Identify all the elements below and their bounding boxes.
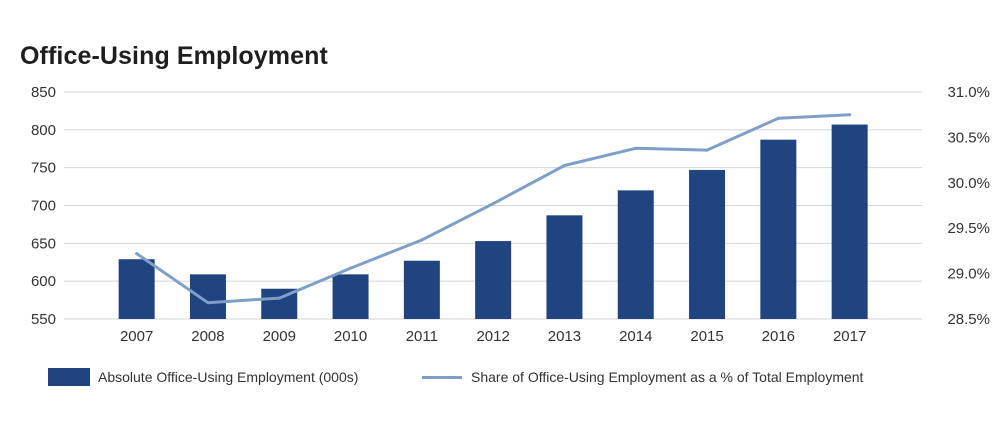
legend-bar-swatch [48, 368, 90, 386]
line-point [634, 146, 638, 150]
line-point [420, 238, 424, 242]
line-point [562, 164, 566, 168]
x-axis-tick-label: 2008 [191, 328, 224, 345]
left-axis-tick-label: 800 [31, 122, 56, 139]
legend-bar-label: Absolute Office-Using Employment (000s) [98, 369, 359, 385]
x-axis-tick-label: 2016 [762, 328, 795, 345]
bar [475, 241, 512, 319]
line-point [206, 301, 210, 305]
x-axis: 2007 2008 2009 2010 2011 2012 2013 2014 2015 2016… [120, 328, 866, 345]
line-point [349, 266, 353, 270]
left-axis-tick-label: 650 [31, 235, 56, 252]
chart-title: Office-Using Employment [20, 42, 328, 70]
right-axis-tick-label: 30.5% [947, 129, 990, 146]
left-y-axis: 550 600 650 700 750 800 850 [31, 84, 56, 328]
left-axis-tick-label: 750 [31, 160, 56, 177]
bar [831, 124, 868, 319]
bar [332, 274, 369, 319]
line-point [277, 296, 281, 300]
left-axis-tick-label: 600 [31, 273, 56, 290]
x-axis-tick-label: 2017 [833, 328, 866, 345]
x-axis-tick-label: 2010 [334, 328, 367, 345]
legend-line-swatch [422, 375, 462, 379]
right-axis-tick-label: 30.0% [947, 175, 990, 192]
line-point [776, 116, 780, 120]
x-axis-tick-label: 2013 [548, 328, 581, 345]
x-axis-tick-label: 2014 [619, 328, 652, 345]
right-axis-tick-label: 29.0% [947, 266, 990, 283]
x-axis-tick-label: 2011 [406, 328, 438, 345]
legend-item-bar: Absolute Office-Using Employment (000s) [48, 366, 358, 388]
bar-series [118, 124, 868, 319]
right-axis-tick-label: 29.5% [947, 220, 990, 237]
line-point [848, 113, 852, 117]
bar [403, 260, 440, 319]
left-axis-tick-label: 700 [31, 198, 56, 215]
x-axis-tick-label: 2015 [690, 328, 723, 345]
bar [689, 169, 726, 319]
left-axis-tick-label: 550 [31, 311, 56, 328]
line-series [135, 113, 852, 305]
bar [546, 215, 583, 319]
line-point [705, 148, 709, 152]
x-axis-tick-label: 2009 [263, 328, 296, 345]
x-axis-tick-label: 2007 [120, 328, 153, 345]
legend-item-line: Share of Office-Using Employment as a % … [422, 366, 863, 388]
line-point [135, 252, 139, 256]
line-point [491, 202, 495, 206]
bar [118, 259, 155, 319]
right-y-axis: 28.5% 29.0% 29.5% 30.0% 30.5% 31.0% [947, 84, 990, 328]
right-axis-tick-label: 31.0% [947, 84, 990, 101]
bar [617, 190, 654, 319]
legend-line-label: Share of Office-Using Employment as a % … [471, 369, 864, 385]
left-axis-tick-label: 850 [31, 84, 56, 101]
right-axis-tick-label: 28.5% [947, 311, 990, 328]
x-axis-tick-label: 2012 [476, 328, 509, 345]
bar [189, 274, 226, 319]
bar [760, 139, 797, 319]
